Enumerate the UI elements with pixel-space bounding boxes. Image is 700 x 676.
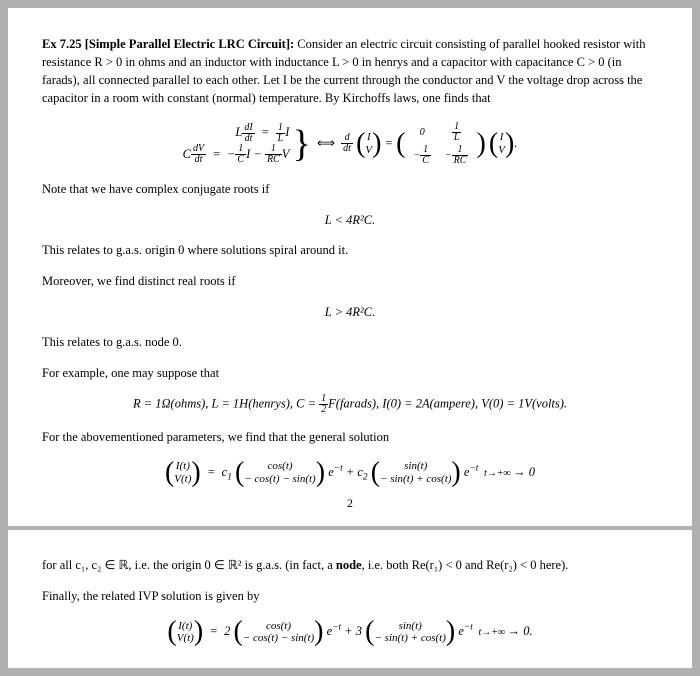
note-conjugate: Note that we have complex conjugate root… xyxy=(42,180,658,198)
gen-sol-lead: For the abovementioned parameters, we fi… xyxy=(42,428,658,446)
exercise-label: Ex 7.25 [Simple Parallel Electric LRC Ci… xyxy=(42,37,294,51)
node-bold: node xyxy=(336,558,362,572)
spiral-text: This relates to g.a.s. origin 0 where so… xyxy=(42,241,658,259)
ivp-lead: Finally, the related IVP solution is giv… xyxy=(42,587,658,605)
cond-conjugate: L < 4R²C. xyxy=(42,211,658,229)
ode-system: LdIdt = 1LI CdVdt = −1CI − 1RCV } ⟺ ddt … xyxy=(42,120,658,168)
distinct-text: Moreover, we find distinct real roots if xyxy=(42,272,658,290)
example-lead: For example, one may suppose that xyxy=(42,364,658,382)
ivp-solution: (I(t)V(t)) = 2 (cos(t)− cos(t) − sin(t))… xyxy=(42,618,658,646)
page-2: for all c₁, c₂ ∈ ℝ, i.e. the origin 0 ∈ … xyxy=(8,530,692,668)
page-number: 2 xyxy=(42,495,658,512)
params: R = 1Ω(ohms), L = 1H(henrys), C = 12F(fa… xyxy=(42,394,658,415)
page-1: Ex 7.25 [Simple Parallel Electric LRC Ci… xyxy=(8,8,692,526)
exercise-intro: Ex 7.25 [Simple Parallel Electric LRC Ci… xyxy=(42,35,658,108)
cond-real: L > 4R²C. xyxy=(42,303,658,321)
gas-text: for all c₁, c₂ ∈ ℝ, i.e. the origin 0 ∈ … xyxy=(42,556,658,574)
node-text: This relates to g.a.s. node 0. xyxy=(42,333,658,351)
general-solution: (I(t)V(t)) = c1 (cos(t)− cos(t) − sin(t)… xyxy=(42,459,658,487)
